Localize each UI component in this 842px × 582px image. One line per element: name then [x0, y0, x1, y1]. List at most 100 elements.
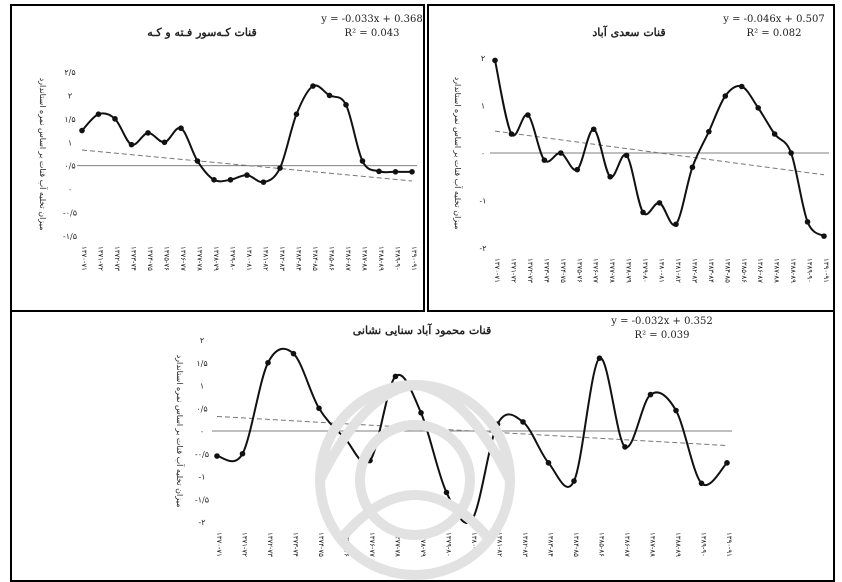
x-tick-label: ۱۳۸۰-۸۱ — [658, 258, 666, 283]
y-tick-label: -۱/۵ — [63, 232, 77, 241]
trend-equation: y = -0.046x + 0.507 — [722, 14, 824, 25]
data-point — [214, 453, 220, 459]
data-point — [443, 489, 450, 496]
x-tick-label: ۱۳۸۸-۸۹ — [674, 532, 682, 557]
y-tick-label: -۱ — [199, 473, 206, 482]
data-point — [508, 131, 515, 137]
x-tick-label: ۱۳۸۶-۸۷ — [623, 532, 631, 557]
data-point — [698, 480, 705, 487]
x-tick-label: ۱۳۷۰-۷۱ — [493, 258, 501, 283]
x-tick-label: ۱۳۸۹-۹۰ — [700, 532, 708, 557]
data-point — [265, 359, 271, 366]
data-point — [738, 83, 745, 90]
chart-title: قنات سعدی آباد — [592, 25, 665, 39]
y-tick-label: -۲ — [199, 518, 206, 527]
y-tick-label: ۰/۵ — [64, 162, 75, 171]
x-tick-label: ۱۳۸۶-۸۷ — [756, 258, 764, 283]
x-tick-label: ۱۳۷۳-۷۴ — [130, 246, 138, 271]
data-point — [260, 179, 267, 185]
data-point — [128, 141, 135, 148]
y-axis-label: میزان تخلیه آب قنات بر اساس نمره استاندا… — [175, 355, 185, 508]
data-point — [724, 460, 730, 466]
x-tick-label: ۱۳۷۵-۷۶ — [575, 258, 583, 283]
data-point — [376, 168, 382, 175]
data-point — [821, 233, 827, 239]
data-point — [95, 111, 102, 117]
data-point — [244, 172, 250, 178]
data-point — [656, 200, 663, 206]
trend-equation: y = -0.032x + 0.352 — [610, 316, 712, 327]
x-tick-label: ۱۳۷۷-۷۸ — [394, 532, 402, 557]
x-tick-label: ۱۳۷۱-۷۲ — [241, 532, 249, 557]
trend-r2: R² = 0.039 — [635, 330, 690, 341]
y-tick-label: -۰/۵ — [195, 450, 209, 459]
x-tick-label: ۱۳۷۶-۷۷ — [368, 532, 376, 557]
data-point — [227, 176, 234, 183]
data-point — [689, 164, 696, 171]
y-tick-label: -۱/۵ — [195, 495, 209, 504]
x-tick-label: ۱۳۷۴-۷۵ — [146, 246, 154, 271]
data-point — [590, 126, 597, 133]
y-tick-label: ۰ — [200, 427, 204, 436]
y-tick-label: ۱/۵ — [196, 359, 207, 368]
data-point — [788, 150, 794, 156]
data-point — [673, 407, 679, 414]
data-point — [492, 57, 498, 64]
y-tick-label: -۲ — [480, 244, 487, 253]
data-point — [418, 410, 424, 416]
trend-r2: R² = 0.082 — [747, 28, 802, 39]
chart-2-svg: قنات سعدی آباد y = -0.046x + 0.507 R² = 0.… — [453, 14, 830, 283]
x-tick-label: ۱۳۸۳-۸۴ — [295, 246, 303, 271]
x-tick-label: ۱۳۸۰-۸۱ — [245, 246, 253, 271]
x-tick-label: ۱۳۷۰-۷۱ — [215, 532, 223, 557]
data-point — [525, 112, 531, 118]
data-point — [640, 209, 646, 216]
data-point — [211, 176, 217, 183]
x-tick-label: ۱۳۷۶-۷۷ — [592, 258, 600, 283]
series-line — [81, 84, 413, 184]
y-tick-label: ۰ — [481, 149, 485, 158]
x-tick-label: ۱۳۷۹-۸۰ — [641, 258, 649, 283]
x-tick-label: ۱۳۷۲-۷۳ — [526, 258, 534, 283]
x-tick-label: ۱۳۸۷-۸۸ — [773, 258, 781, 283]
data-point — [343, 102, 349, 108]
x-tick-label: ۱۳۸۱-۸۲ — [496, 532, 504, 557]
chart-panel-1: قنات کـه‌سور فـته و کـه y = -0.033x + 0.3… — [10, 4, 425, 312]
y-axis-label: میزان تخلیه آب قنات بر اساس نمره استاندا… — [38, 78, 48, 231]
data-point — [277, 165, 283, 171]
x-tick-label: ۱۳۸۸-۸۹ — [377, 246, 385, 271]
chart-title: قنات محمود آباد سنایی نشانی — [353, 323, 491, 337]
x-tick-label: ۱۳۸۱-۸۲ — [674, 258, 682, 283]
data-point — [359, 158, 366, 164]
x-tick-label: ۱۳۸۱-۸۲ — [262, 246, 270, 271]
x-tick-label: ۱۳۷۷-۷۸ — [196, 246, 204, 271]
data-point — [541, 157, 548, 163]
data-point — [623, 152, 630, 159]
x-tick-label: ۱۳۷۲-۷۳ — [113, 246, 121, 271]
x-tick-label: ۱۳۸۹-۹۰ — [806, 258, 814, 283]
x-tick-label: ۱۳۷۸-۷۹ — [212, 246, 220, 271]
y-tick-label: ۱ — [68, 138, 72, 147]
x-tick-label: ۱۳۸۷-۸۸ — [361, 246, 369, 271]
y-tick-label: ۲ — [68, 91, 72, 100]
data-point — [79, 127, 85, 134]
x-tick-label: ۱۳۸۳-۸۴ — [547, 532, 555, 557]
x-tick-label: ۱۳۸۹-۹۰ — [394, 246, 402, 271]
x-tick-label: ۱۳۷۲-۷۳ — [266, 532, 274, 557]
x-tick-label: ۱۳۷۸-۷۹ — [625, 258, 633, 283]
x-tick-label: ۱۳۷۴-۷۵ — [559, 258, 567, 283]
x-tick-label: ۱۳۸۴-۸۵ — [311, 246, 319, 271]
x-tick-label: ۱۳۷۹-۸۰ — [445, 532, 453, 557]
y-tick-label: ۲ — [481, 54, 485, 63]
data-point — [161, 139, 168, 146]
data-point — [409, 169, 415, 175]
x-tick-label: ۱۳۸۶-۸۷ — [344, 246, 352, 271]
data-point — [194, 158, 201, 164]
y-tick-label: -۰/۵ — [63, 209, 77, 218]
data-point — [293, 111, 300, 117]
x-tick-label: ۱۳۸۰-۸۱ — [470, 532, 478, 557]
x-tick-label: ۱۳۸۷-۸۸ — [649, 532, 657, 557]
x-tick-label: ۱۳۸۵-۸۶ — [328, 246, 336, 271]
y-tick-label: ۱ — [481, 102, 485, 111]
trend-line — [81, 149, 413, 182]
